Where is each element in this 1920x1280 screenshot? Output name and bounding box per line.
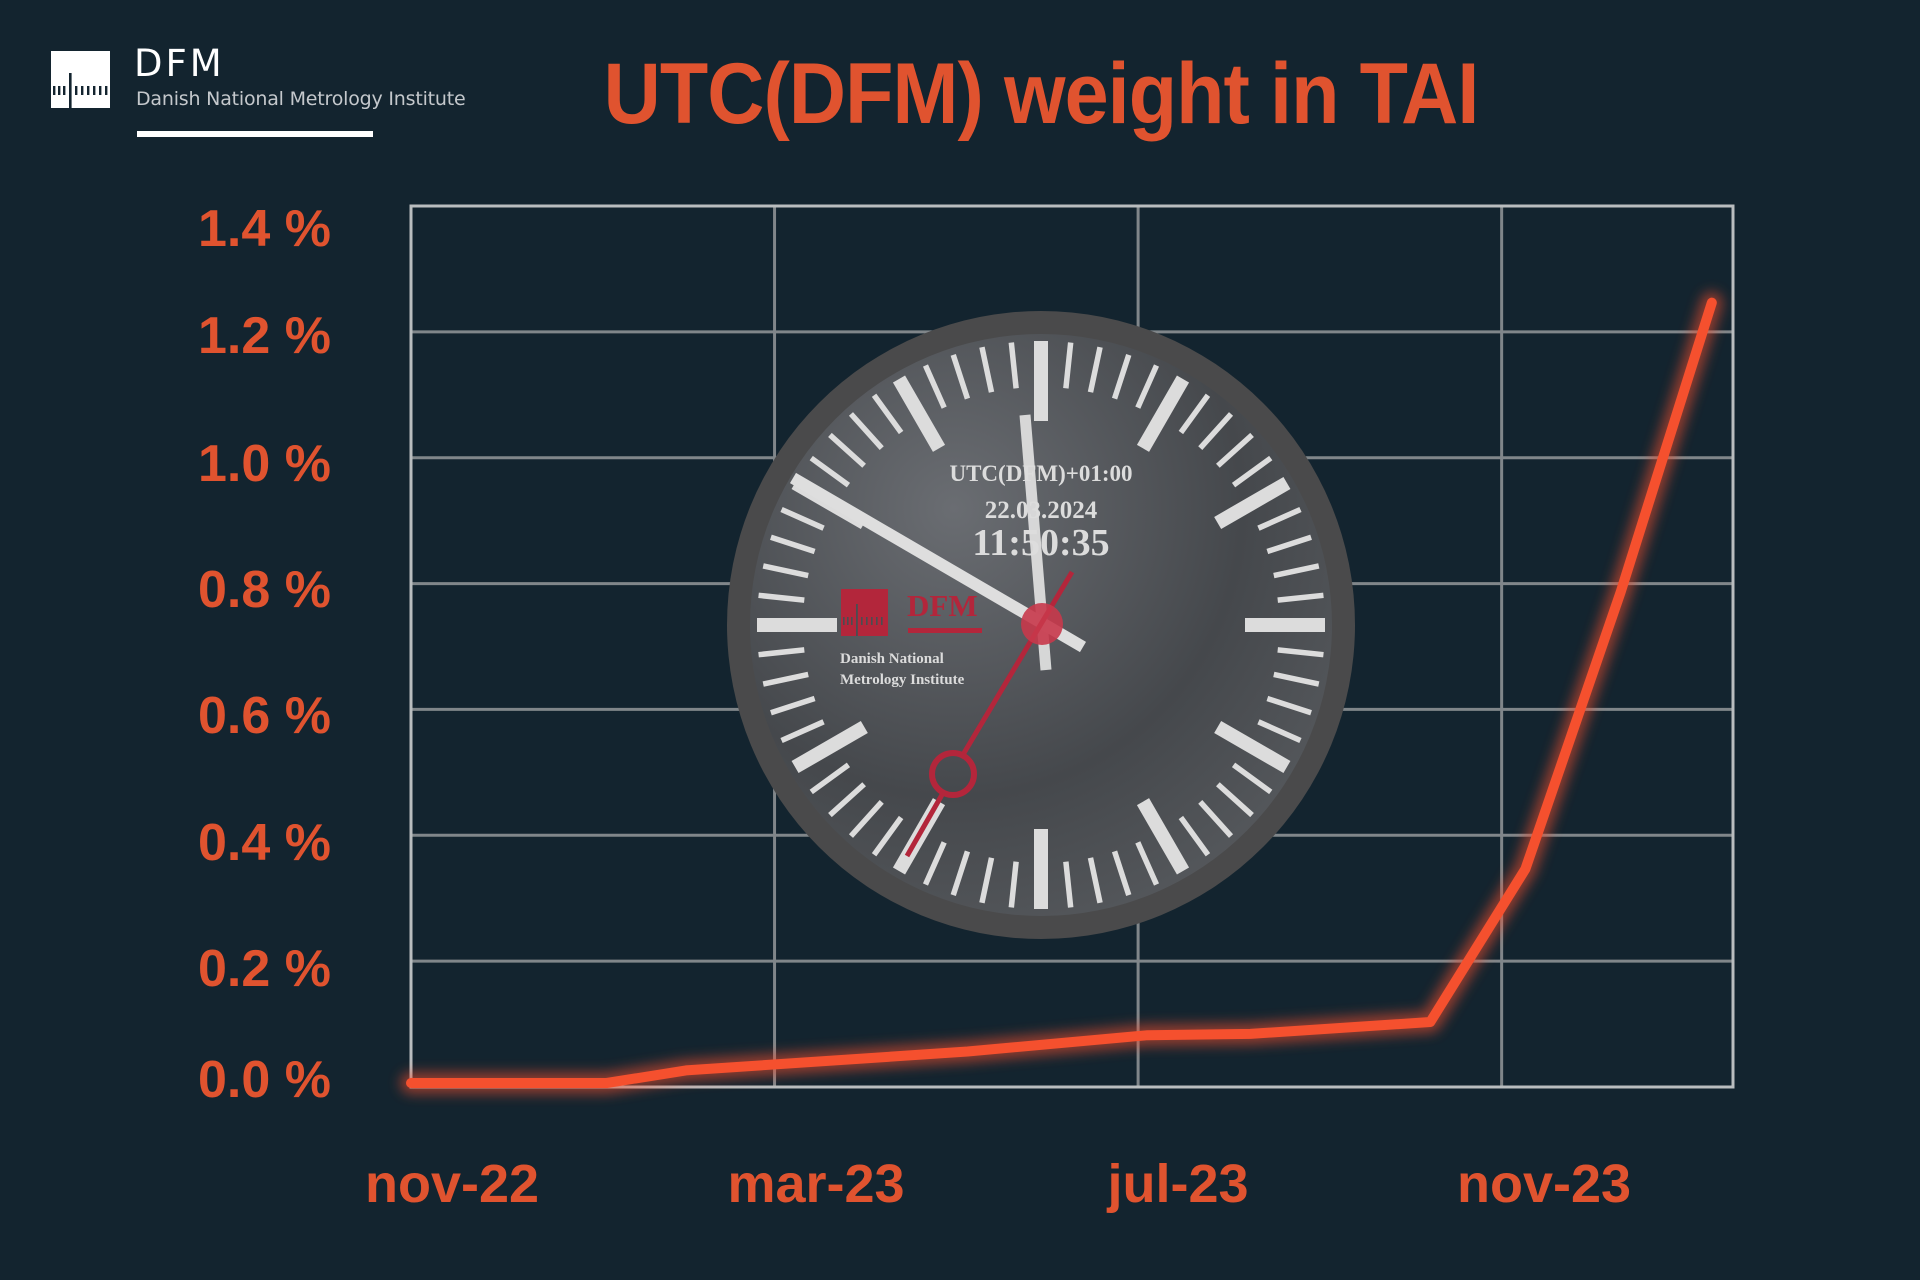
clock-dfm-logo: DFM Danish National Metrology Institute	[840, 588, 982, 688]
y-tick-label: 0.6 %	[198, 687, 331, 745]
y-tick-label: 1.0 %	[198, 435, 331, 493]
dfm-logo-icon	[51, 51, 110, 108]
x-tick-label: mar-23	[727, 1154, 905, 1214]
logo-name: DFM	[134, 42, 225, 85]
y-tick-label: 0.0 %	[198, 1051, 331, 1109]
clock-hub	[1021, 603, 1063, 645]
y-tick-label: 1.4 %	[198, 200, 331, 258]
clock-logo-line1: Danish National	[840, 651, 944, 667]
chart-title: UTC(DFM) weight in TAI	[603, 46, 1480, 142]
clock-logo-name: DFM	[907, 588, 978, 623]
y-tick-label: 0.8 %	[198, 561, 331, 619]
series-line-weight	[406, 297, 1717, 1088]
logo-subtitle: Danish National Metrology Institute	[136, 88, 466, 110]
clock-second-hand	[904, 570, 1075, 858]
y-tick-label: 0.4 %	[198, 814, 331, 872]
ruler-icon	[51, 51, 110, 108]
logo-underline	[137, 131, 373, 137]
clock-logo-line2: Metrology Institute	[840, 672, 965, 688]
plot-frame	[409, 204, 1735, 1089]
clock-timezone-label: UTC(DFM)+01:00	[949, 461, 1132, 486]
x-tick-label: nov-23	[1456, 1154, 1632, 1214]
clock-date: 22.03.2024	[985, 497, 1098, 524]
x-tick-label: jul-23	[1107, 1154, 1249, 1214]
y-tick-label: 0.2 %	[198, 940, 331, 998]
x-tick-label: nov-22	[364, 1154, 540, 1214]
y-tick-label: 1.2 %	[198, 307, 331, 365]
